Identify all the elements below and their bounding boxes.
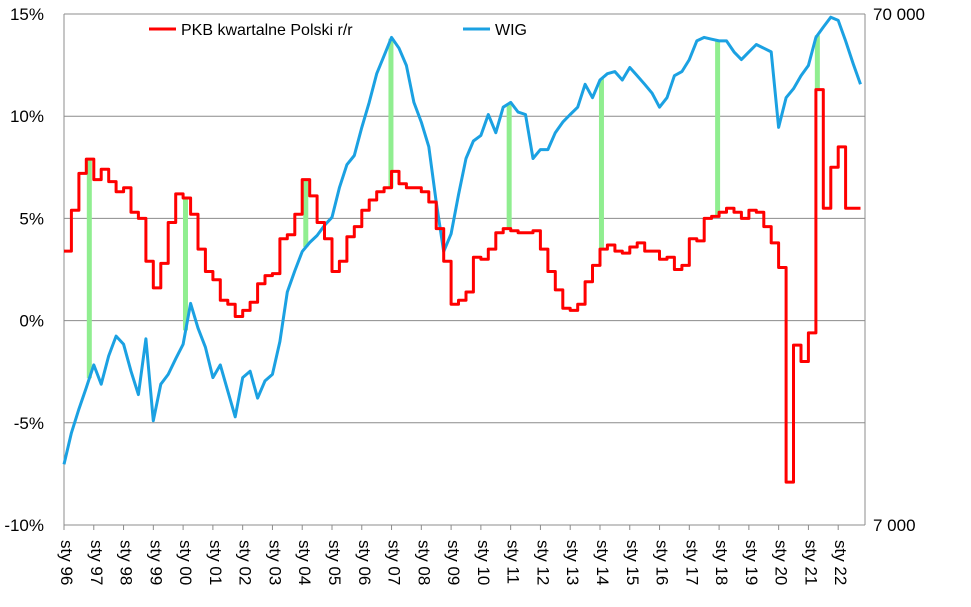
x-tick-label: sty 96 xyxy=(57,540,76,585)
left-tick-label: -10% xyxy=(4,516,44,535)
x-tick-label: sty 01 xyxy=(206,540,225,585)
x-tick-label: sty 04 xyxy=(295,540,314,585)
x-tick-label: sty 22 xyxy=(831,540,850,585)
left-tick-label: 5% xyxy=(19,209,44,228)
x-tick-label: sty 05 xyxy=(325,540,344,585)
x-tick-label: sty 02 xyxy=(236,540,255,585)
right-tick-label: 7 000 xyxy=(873,516,916,535)
x-tick-label: sty 17 xyxy=(682,540,701,585)
x-tick-label: sty 20 xyxy=(772,540,791,585)
x-tick-label: sty 09 xyxy=(444,540,463,585)
legend-label-pkb: PKB kwartalne Polski r/r xyxy=(181,22,353,39)
x-tick-label: sty 99 xyxy=(146,540,165,585)
x-tick-label: sty 97 xyxy=(87,540,106,585)
x-tick-label: sty 14 xyxy=(593,540,612,585)
legend: PKB kwartalne Polski r/r WIG xyxy=(149,22,527,39)
highlight-bars xyxy=(86,35,820,379)
x-tick-label: sty 19 xyxy=(742,540,761,585)
x-tick-label: sty 18 xyxy=(712,540,731,585)
left-tick-label: -5% xyxy=(14,414,44,433)
x-tick-label: sty 13 xyxy=(563,540,582,585)
x-tick-label: sty 16 xyxy=(653,540,672,585)
left-tick-label: 10% xyxy=(10,107,44,126)
plot-area xyxy=(64,14,865,525)
x-tick-label: sty 03 xyxy=(265,540,284,585)
left-tick-label: 15% xyxy=(10,5,44,24)
left-tick-label: 0% xyxy=(19,312,44,331)
x-tick-label: sty 98 xyxy=(117,540,136,585)
x-tick-label: sty 21 xyxy=(801,540,820,585)
x-tick-label: sty 12 xyxy=(533,540,552,585)
x-tick-label: sty 00 xyxy=(176,540,195,585)
axes xyxy=(63,14,866,530)
x-axis-tick-labels: sty 96 sty 97 sty 98 sty 99 sty 00 sty 01 sty … xyxy=(57,540,850,585)
x-tick-label: sty 11 xyxy=(504,540,523,584)
x-tick-label: sty 07 xyxy=(385,540,404,585)
series-pkb-line xyxy=(64,88,861,484)
x-tick-label: sty 10 xyxy=(474,540,493,585)
x-tick-label: sty 06 xyxy=(355,540,374,585)
x-tick-label: sty 15 xyxy=(623,540,642,585)
legend-label-wig: WIG xyxy=(495,22,527,39)
series-lines xyxy=(62,15,862,484)
left-axis-tick-labels: -10% -5% 0% 5% 10% 15% xyxy=(4,5,44,535)
right-axis-tick-labels: 7 000 70 000 xyxy=(873,5,925,535)
x-tick-label: sty 08 xyxy=(414,540,433,585)
series-wig-line xyxy=(62,15,862,465)
right-tick-label: 70 000 xyxy=(873,5,925,24)
